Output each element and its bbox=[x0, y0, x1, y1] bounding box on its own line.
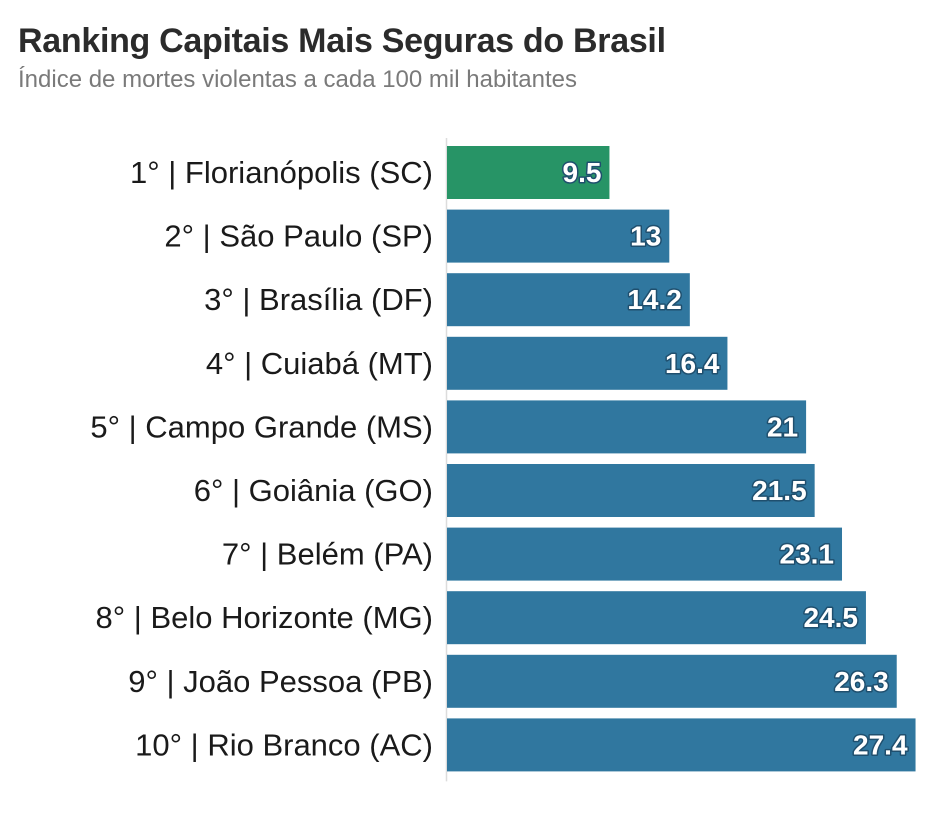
bar bbox=[447, 718, 916, 772]
value-label: 16.4 bbox=[665, 348, 720, 379]
value-label: 27.4 bbox=[853, 729, 908, 760]
value-label: 14.2 bbox=[627, 284, 682, 315]
category-label: 7° | Belém (PA) bbox=[222, 537, 433, 572]
bar bbox=[447, 654, 897, 708]
value-label: 21.5 bbox=[752, 475, 807, 506]
value-label: 21 bbox=[767, 411, 798, 442]
value-labels-group: 9.5 13 14.2 16.4 21 21.5 23.1 24.5 26.3 27.4 bbox=[561, 156, 909, 762]
category-labels-group: 1° | Florianópolis (SC) 2° | São Paulo (S… bbox=[90, 155, 433, 762]
category-label: 2° | São Paulo (SP) bbox=[164, 219, 433, 254]
bar bbox=[447, 464, 815, 517]
bar bbox=[447, 591, 866, 645]
value-label: 13 bbox=[630, 221, 661, 252]
category-label: 9° | João Pessoa (PB) bbox=[128, 664, 433, 699]
value-label: 24.5 bbox=[803, 602, 858, 633]
chart-title: Ranking Capitais Mais Seguras do Brasil bbox=[18, 22, 666, 60]
category-label: 3° | Brasília (DF) bbox=[204, 282, 433, 317]
category-label: 1° | Florianópolis (SC) bbox=[130, 155, 433, 190]
value-label: 26.3 bbox=[834, 666, 889, 697]
category-label: 5° | Campo Grande (MS) bbox=[90, 409, 433, 444]
category-label: 6° | Goiânia (GO) bbox=[194, 473, 433, 508]
value-label: 9.5 bbox=[563, 157, 602, 188]
bar bbox=[447, 209, 670, 263]
chart-subtitle: Índice de mortes violentas a cada 100 mi… bbox=[18, 66, 577, 93]
category-label: 10° | Rio Branco (AC) bbox=[135, 727, 433, 762]
bar bbox=[447, 273, 690, 327]
bar bbox=[447, 336, 728, 390]
category-label: 4° | Cuiabá (MT) bbox=[206, 346, 433, 381]
value-label: 23.1 bbox=[780, 539, 835, 570]
bar bbox=[447, 400, 807, 454]
category-label: 8° | Belo Horizonte (MG) bbox=[96, 600, 433, 635]
bar bbox=[447, 527, 843, 581]
bars-group bbox=[447, 146, 916, 772]
bar bbox=[447, 146, 610, 199]
